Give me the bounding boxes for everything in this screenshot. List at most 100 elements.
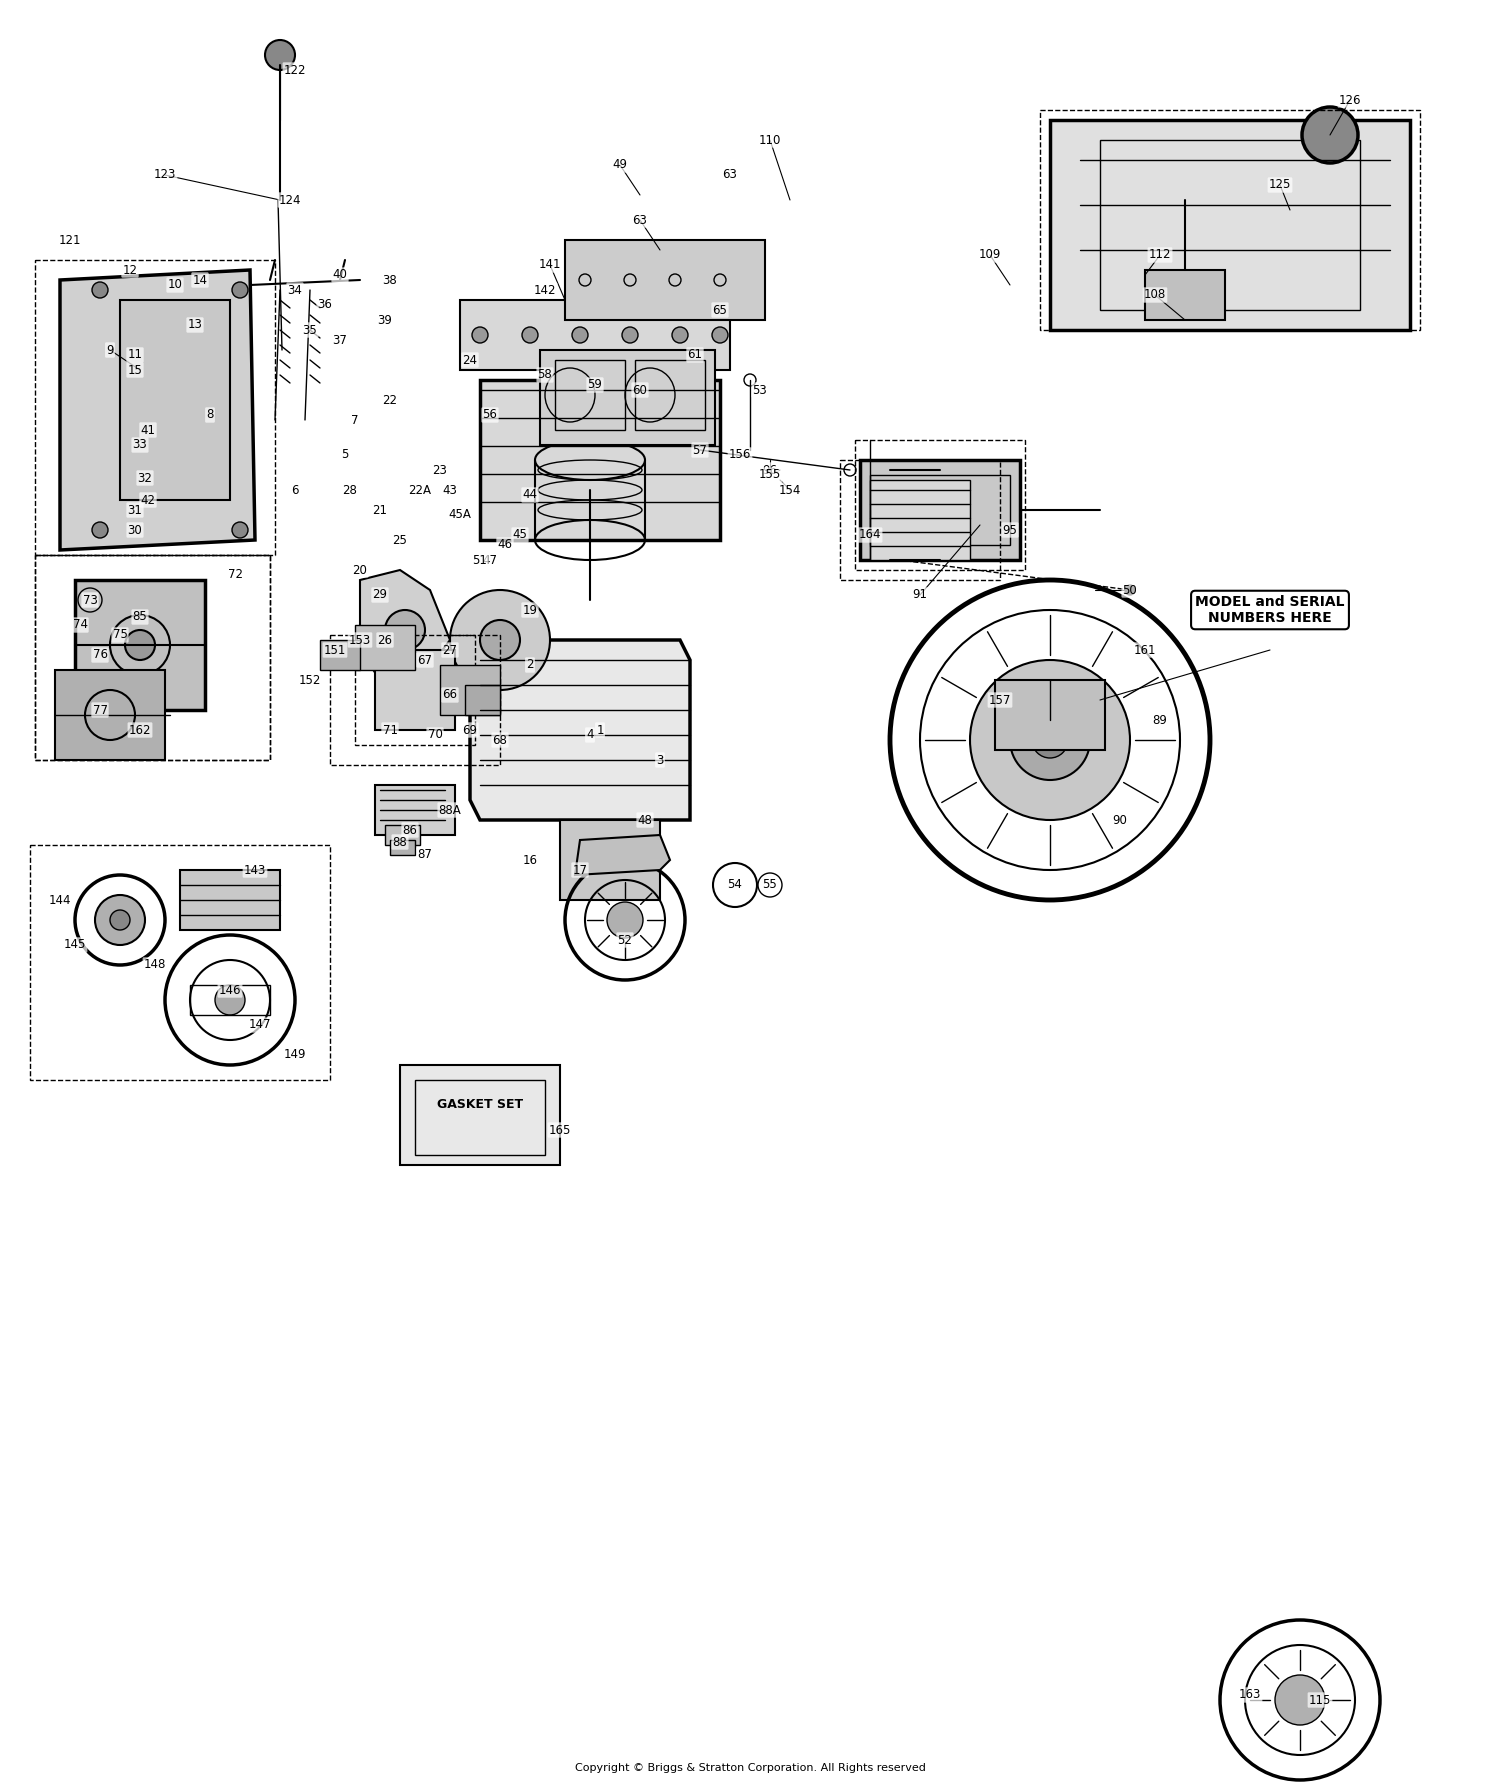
Text: 4: 4 bbox=[586, 729, 594, 741]
FancyBboxPatch shape bbox=[460, 299, 730, 371]
Circle shape bbox=[124, 631, 154, 659]
FancyBboxPatch shape bbox=[440, 665, 500, 715]
Text: 53: 53 bbox=[753, 383, 768, 397]
Text: 17: 17 bbox=[573, 864, 588, 877]
FancyBboxPatch shape bbox=[386, 825, 420, 845]
FancyBboxPatch shape bbox=[566, 241, 765, 321]
Text: 32: 32 bbox=[138, 472, 153, 485]
Text: 30: 30 bbox=[128, 524, 142, 536]
Text: 144: 144 bbox=[50, 893, 72, 907]
Text: 148: 148 bbox=[144, 959, 166, 971]
Text: 27: 27 bbox=[442, 643, 458, 656]
Text: 141: 141 bbox=[538, 258, 561, 271]
Text: 31: 31 bbox=[128, 504, 142, 517]
Polygon shape bbox=[470, 640, 690, 820]
Text: 44: 44 bbox=[522, 488, 537, 501]
Circle shape bbox=[622, 328, 638, 342]
Text: 73: 73 bbox=[82, 593, 98, 606]
FancyBboxPatch shape bbox=[120, 299, 230, 501]
Text: 69: 69 bbox=[462, 723, 477, 736]
Text: 142: 142 bbox=[534, 283, 556, 296]
Text: 33: 33 bbox=[132, 438, 147, 451]
Text: 22A: 22A bbox=[408, 483, 432, 497]
Text: 24: 24 bbox=[462, 353, 477, 367]
Text: 52: 52 bbox=[618, 934, 633, 946]
Text: 149: 149 bbox=[284, 1048, 306, 1062]
Text: 96: 96 bbox=[762, 463, 777, 476]
Text: 110: 110 bbox=[759, 134, 782, 146]
Circle shape bbox=[480, 620, 520, 659]
Text: 71: 71 bbox=[382, 723, 398, 736]
Polygon shape bbox=[360, 570, 450, 681]
Text: 122: 122 bbox=[284, 64, 306, 77]
Text: 23: 23 bbox=[432, 463, 447, 476]
Text: 59: 59 bbox=[588, 378, 603, 392]
Text: 145: 145 bbox=[64, 939, 86, 952]
Text: 12: 12 bbox=[123, 264, 138, 276]
Text: 88: 88 bbox=[393, 836, 408, 848]
Text: 109: 109 bbox=[980, 248, 1000, 262]
Text: 61: 61 bbox=[687, 349, 702, 362]
Text: 10: 10 bbox=[168, 278, 183, 292]
Text: 68: 68 bbox=[492, 734, 507, 747]
Text: 66: 66 bbox=[442, 688, 458, 702]
Text: 124: 124 bbox=[279, 194, 302, 207]
Text: 147: 147 bbox=[249, 1019, 272, 1032]
Text: 164: 164 bbox=[858, 529, 880, 542]
Text: 151: 151 bbox=[324, 643, 346, 656]
Text: 3: 3 bbox=[657, 754, 663, 766]
Text: 16: 16 bbox=[522, 854, 537, 866]
Circle shape bbox=[1302, 107, 1358, 162]
Text: 153: 153 bbox=[350, 633, 370, 647]
Text: 63: 63 bbox=[723, 169, 738, 182]
Polygon shape bbox=[574, 836, 670, 875]
Circle shape bbox=[970, 659, 1130, 820]
Text: 70: 70 bbox=[427, 729, 442, 741]
Text: 58: 58 bbox=[537, 369, 552, 381]
Text: 95: 95 bbox=[1002, 524, 1017, 536]
Text: 19: 19 bbox=[522, 604, 537, 617]
Text: Copyright © Briggs & Stratton Corporation. All Rights reserved: Copyright © Briggs & Stratton Corporatio… bbox=[574, 1762, 926, 1773]
FancyBboxPatch shape bbox=[870, 479, 970, 560]
FancyBboxPatch shape bbox=[540, 349, 716, 446]
Text: 35: 35 bbox=[303, 324, 318, 337]
Circle shape bbox=[450, 590, 550, 690]
FancyBboxPatch shape bbox=[1144, 271, 1226, 321]
Text: 163: 163 bbox=[1239, 1689, 1262, 1702]
Circle shape bbox=[1010, 700, 1090, 781]
Text: 88A: 88A bbox=[438, 804, 462, 816]
FancyBboxPatch shape bbox=[56, 670, 165, 759]
FancyBboxPatch shape bbox=[859, 460, 1020, 560]
Text: 48: 48 bbox=[638, 814, 652, 827]
Text: 15: 15 bbox=[128, 364, 142, 376]
Text: 11: 11 bbox=[128, 349, 142, 362]
Polygon shape bbox=[60, 271, 255, 551]
Text: 8: 8 bbox=[207, 408, 213, 422]
FancyBboxPatch shape bbox=[180, 870, 280, 930]
Text: 14: 14 bbox=[192, 273, 207, 287]
Circle shape bbox=[608, 902, 644, 937]
FancyBboxPatch shape bbox=[465, 684, 500, 715]
Text: 57: 57 bbox=[693, 444, 708, 456]
Text: 36: 36 bbox=[318, 299, 333, 312]
Text: 41: 41 bbox=[141, 424, 156, 437]
Text: 28: 28 bbox=[342, 483, 357, 497]
Text: 47: 47 bbox=[483, 554, 498, 567]
Circle shape bbox=[232, 282, 248, 298]
FancyBboxPatch shape bbox=[375, 650, 454, 731]
Circle shape bbox=[214, 985, 244, 1016]
Circle shape bbox=[110, 911, 130, 930]
Circle shape bbox=[94, 895, 146, 944]
FancyBboxPatch shape bbox=[356, 625, 416, 670]
Text: 155: 155 bbox=[759, 469, 782, 481]
Circle shape bbox=[1275, 1675, 1324, 1725]
Text: 26: 26 bbox=[378, 633, 393, 647]
Text: 108: 108 bbox=[1144, 289, 1166, 301]
FancyBboxPatch shape bbox=[320, 640, 360, 670]
Text: 157: 157 bbox=[988, 693, 1011, 706]
Text: 77: 77 bbox=[93, 704, 108, 716]
Text: 21: 21 bbox=[372, 504, 387, 517]
Text: 6: 6 bbox=[291, 483, 298, 497]
Text: 165: 165 bbox=[549, 1123, 572, 1137]
Text: 112: 112 bbox=[1149, 248, 1172, 262]
